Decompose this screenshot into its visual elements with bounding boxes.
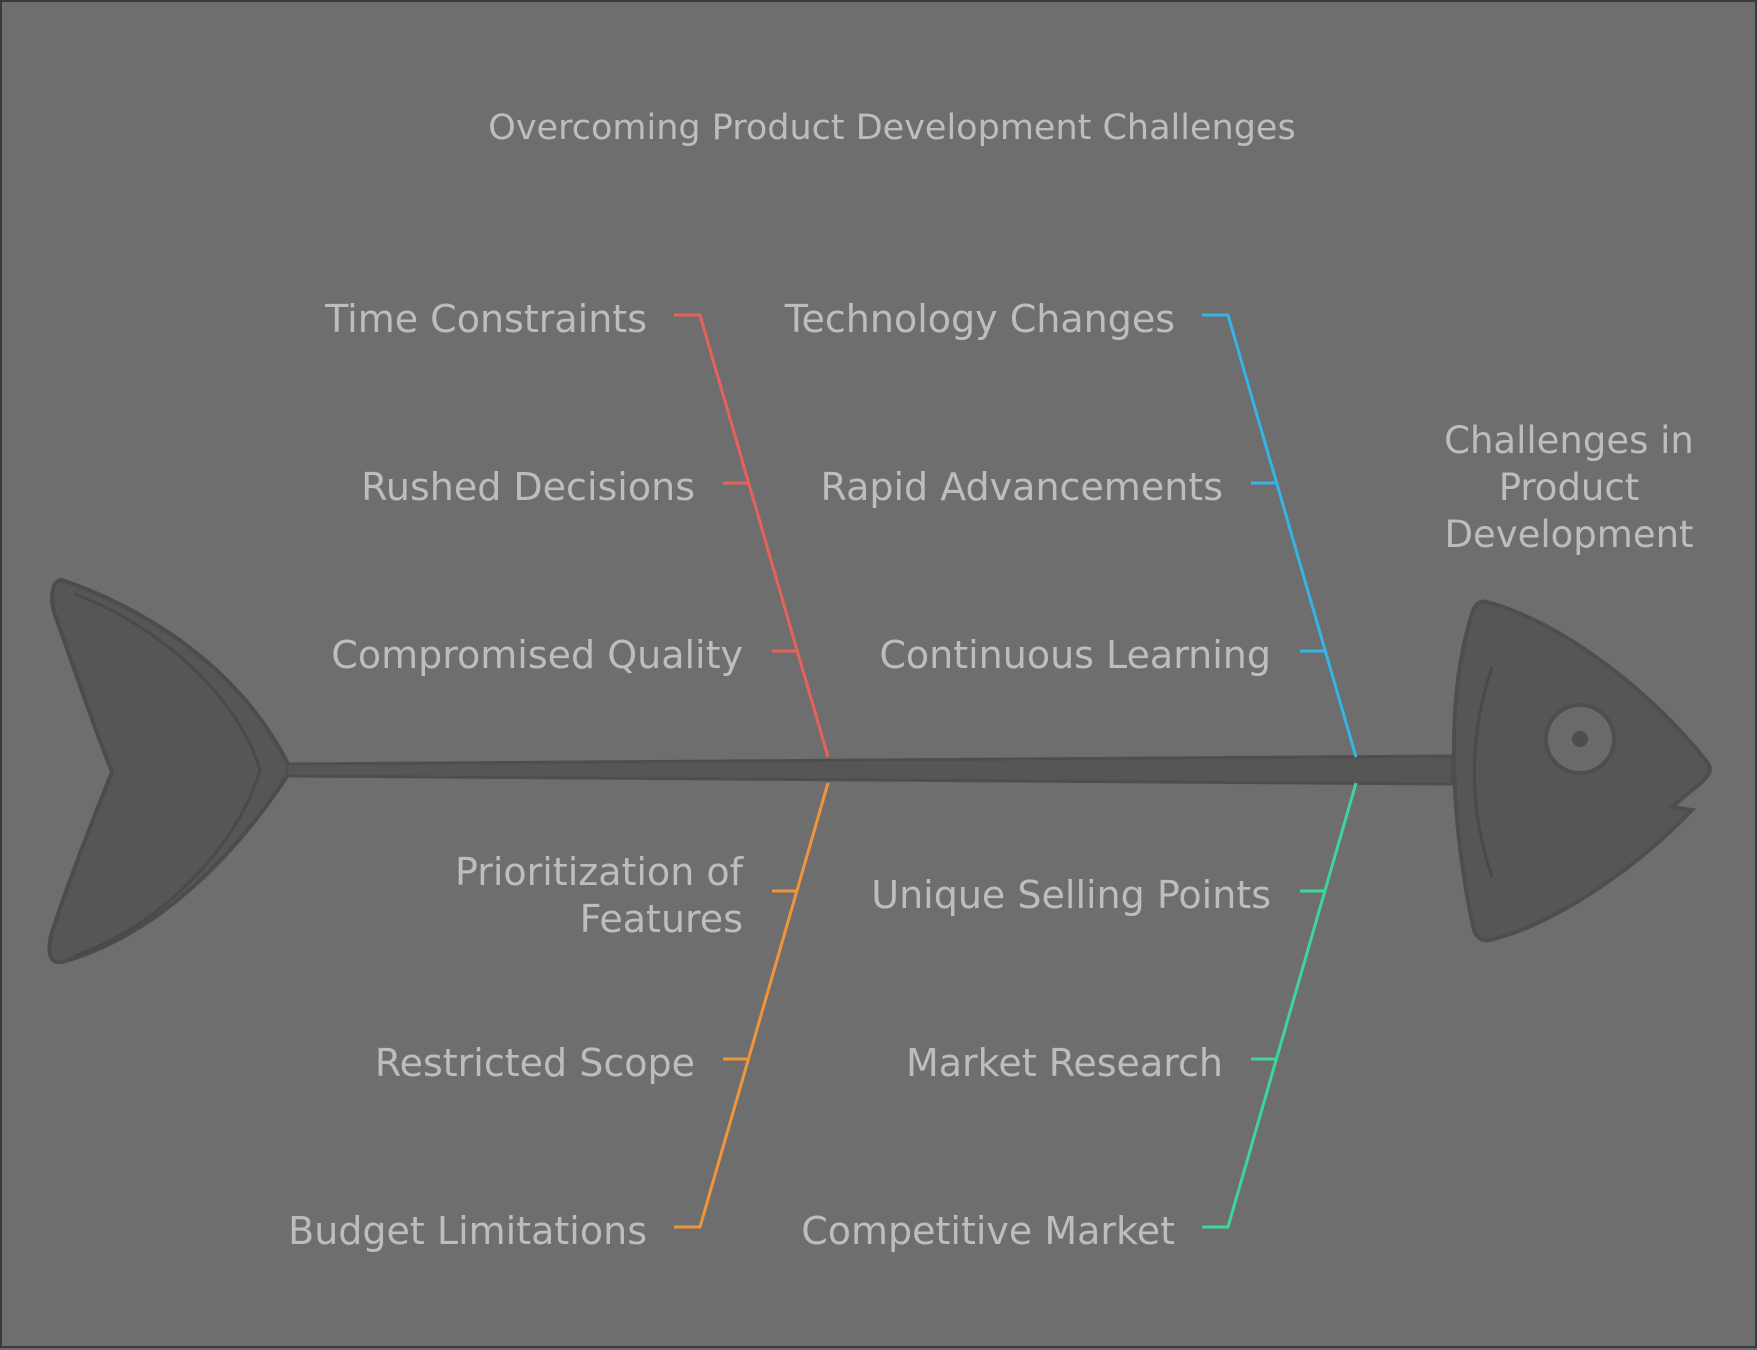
category-branch-budget: Prioritization of Features Restricted Sc… <box>288 782 830 1253</box>
diagram-title: Overcoming Product Development Challenge… <box>488 108 1295 148</box>
fish-head-icon <box>1451 599 1712 943</box>
effect-label: Challenges in Product Development <box>1444 419 1694 556</box>
effect-line: Challenges in <box>1444 419 1694 462</box>
effect-line: Development <box>1444 513 1693 556</box>
branch-line <box>674 313 830 758</box>
branch-line <box>674 782 830 1229</box>
category-branch-time: Time Constraints Rushed Decisions Compro… <box>324 297 830 758</box>
cause-label: Compromised Quality <box>331 633 743 677</box>
cause-label: Market Research <box>906 1041 1223 1085</box>
cause-label: Rapid Advancements <box>821 465 1224 509</box>
cause-label: Restricted Scope <box>375 1041 695 1085</box>
cause-label: Continuous Learning <box>879 633 1271 677</box>
cause-label: Budget Limitations <box>288 1209 647 1253</box>
branch-line <box>1202 313 1358 758</box>
fish-spine <box>285 754 1454 786</box>
effect-line: Product <box>1499 466 1639 509</box>
cause-label: Rushed Decisions <box>361 465 695 509</box>
fish-tail-icon <box>47 577 294 965</box>
cause-label: Prioritization of <box>455 850 745 894</box>
category-branch-technology: Technology Changes Rapid Advancements Co… <box>784 297 1358 758</box>
category-branch-market: Unique Selling Points Market Research Co… <box>801 782 1358 1253</box>
cause-label: Unique Selling Points <box>871 873 1271 917</box>
cause-label: Technology Changes <box>784 297 1175 341</box>
cause-label: Time Constraints <box>324 297 647 341</box>
cause-label: Competitive Market <box>801 1209 1175 1253</box>
cause-label: Features <box>580 897 743 941</box>
branch-line <box>1202 782 1358 1229</box>
